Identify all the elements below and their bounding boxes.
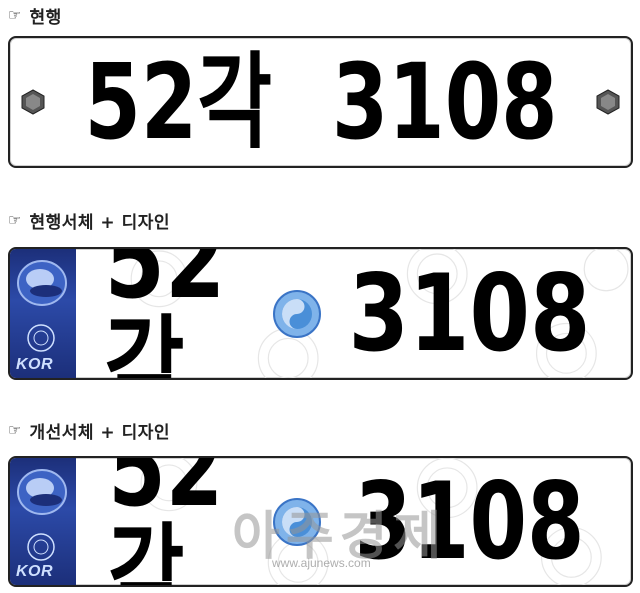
plate-number: 52각 3108: [58, 42, 589, 162]
hex-bolt-icon: [596, 89, 620, 115]
license-plate-current: 52각 3108: [8, 36, 633, 168]
caption-current: ☞ 현행: [8, 2, 62, 28]
plate-number: 52각 3108: [88, 249, 617, 378]
pointing-hand-icon: ☞: [8, 420, 22, 439]
caption-text: 개선서체 + 디자인: [29, 422, 171, 443]
caption-current-font-design: ☞ 현행서체 + 디자인: [8, 207, 170, 233]
hologram-emblem-icon: [17, 260, 67, 306]
plate-number: 52각 3108: [88, 458, 617, 585]
blue-side-band: KOR: [10, 249, 76, 378]
pointing-hand-icon: ☞: [8, 210, 22, 229]
kor-label: KOR: [16, 356, 54, 373]
kor-label: KOR: [16, 563, 54, 580]
caption-improved-font-design: ☞ 개선서체 + 디자인: [8, 417, 170, 443]
taegeuk-disc-icon: [272, 497, 321, 546]
plate-digits: 3108: [331, 41, 558, 163]
caption-text: 현행: [29, 7, 62, 28]
plate-prefix: 52각: [104, 247, 226, 380]
plate-digits: 3108: [348, 251, 591, 375]
plate-prefix: 52각: [108, 456, 224, 587]
caption-text: 현행서체 + 디자인: [29, 212, 171, 233]
pointing-hand-icon: ☞: [8, 5, 22, 24]
taegeuk-disc-icon: [272, 289, 321, 338]
watermark-text: 아주경제: [232, 507, 448, 567]
watermark-url: www.ajunews.com: [272, 556, 371, 570]
license-plate-current-font-design: KOR 52각 3108: [8, 247, 633, 380]
plate-digits: 3108: [354, 459, 585, 583]
blue-side-band: KOR: [10, 458, 76, 585]
hologram-emblem-icon: [17, 469, 67, 515]
license-plate-improved-font-design: KOR 52각 3108 아주경제 www.ajunews.com: [8, 456, 633, 587]
seal-icon: [27, 324, 55, 352]
seal-icon: [27, 533, 55, 561]
hex-bolt-icon: [21, 89, 45, 115]
plate-background-pattern: [130, 249, 629, 378]
plate-prefix: 52각: [84, 41, 272, 163]
